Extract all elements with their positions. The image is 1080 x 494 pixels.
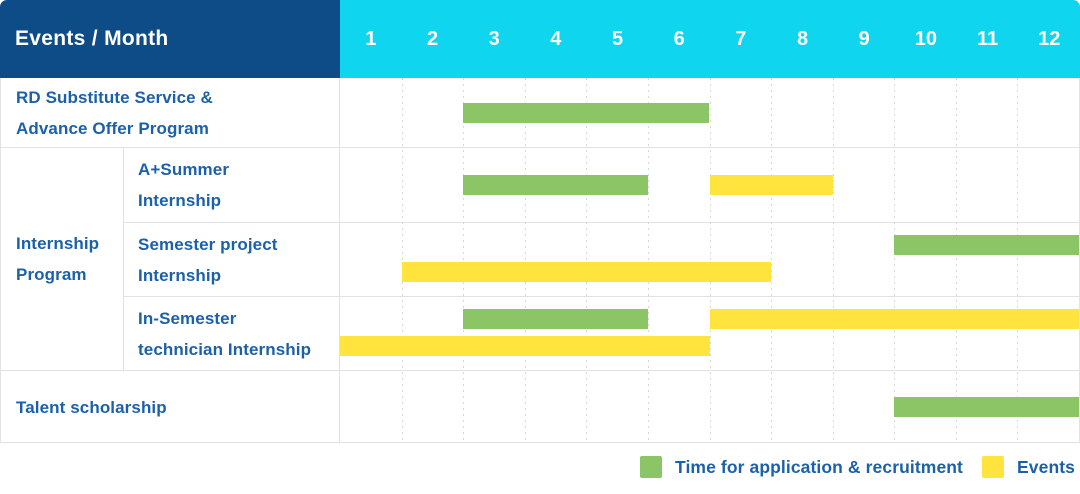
- legend: Time for application & recruitment Event…: [0, 456, 1080, 478]
- month-header-cell: 5: [611, 27, 624, 50]
- gantt-bar-application: [894, 397, 1079, 417]
- month-header-cell: 3: [488, 27, 500, 50]
- group-label-line: Program: [16, 265, 87, 284]
- chart-area-in-semester-technician: [340, 297, 1079, 370]
- gantt-bar-application: [463, 309, 648, 329]
- chart-area-talent-scholarship: [340, 371, 1079, 443]
- row-label-semester-project-internship: Semester project Internship: [124, 223, 340, 296]
- row-label-line: Semester project: [138, 234, 278, 254]
- legend-label-events: Events: [1017, 456, 1075, 477]
- month-header-cell: 6: [673, 27, 685, 50]
- gantt-bar-event: [709, 175, 833, 195]
- gantt-bar-event: [709, 309, 1079, 329]
- table-row: A+Summer Internship: [124, 148, 1079, 222]
- gantt-bar-event: [340, 336, 710, 356]
- month-header-cell: 1: [365, 27, 377, 50]
- chart-area-rd-substitute: [340, 78, 1079, 147]
- gantt-bar-application: [463, 175, 648, 195]
- table-header-row: Events / Month 1 2 3 4 5 6 7 8 9 10 11 1…: [0, 0, 1080, 78]
- row-label-talent-scholarship: Talent scholarship: [1, 371, 340, 443]
- row-label-in-semester-technician-internship: In-Semester technician Internship: [124, 297, 340, 370]
- legend-label-application: Time for application & recruitment: [675, 456, 963, 477]
- month-header-cell: 4: [550, 27, 562, 50]
- gantt-bar-event: [401, 262, 772, 282]
- legend-swatch-events-icon: [982, 456, 1004, 478]
- month-header-strip: 1 2 3 4 5 6 7 8 9 10 11 12: [340, 0, 1080, 78]
- table-row: RD Substitute Service & Advance Offer Pr…: [1, 78, 1079, 148]
- row-label-line: Internship: [138, 265, 222, 285]
- month-header-cell: 8: [796, 27, 809, 50]
- gantt-bar-application: [463, 102, 710, 123]
- row-label-line: RD Substitute Service &: [16, 87, 213, 107]
- row-label-line: Talent scholarship: [16, 397, 167, 417]
- legend-swatch-application-icon: [640, 456, 662, 478]
- table-row: Talent scholarship: [1, 371, 1079, 443]
- row-label-line: Advance Offer Program: [16, 118, 209, 138]
- group-label-internship-program: Internship Program: [1, 148, 124, 370]
- internship-subrows: A+Summer Internship Semester project Int…: [124, 148, 1079, 370]
- month-header-cell: 10: [914, 27, 937, 50]
- row-label-a-summer-internship: A+Summer Internship: [124, 148, 340, 222]
- row-group-internship-program: Internship Program A+Summer Internship S…: [1, 148, 1079, 371]
- row-label-line: A+Summer: [138, 160, 230, 179]
- table-row: In-Semester technician Internship: [124, 296, 1079, 370]
- gantt-bar-application: [894, 235, 1079, 255]
- month-header-cell: 7: [735, 27, 747, 50]
- row-label-line: technician Internship: [138, 339, 312, 359]
- chart-area-semester-project: [340, 223, 1079, 296]
- header-events-month: Events / Month: [0, 0, 340, 78]
- month-header-cell: 12: [1038, 27, 1061, 50]
- month-header-cell: 11: [976, 27, 999, 50]
- month-header-cell: 9: [858, 27, 870, 50]
- table-row: Semester project Internship: [124, 222, 1079, 296]
- row-label-line: Internship: [138, 191, 222, 210]
- row-label-rd-substitute: RD Substitute Service & Advance Offer Pr…: [1, 78, 340, 147]
- table-body: RD Substitute Service & Advance Offer Pr…: [0, 78, 1080, 443]
- group-label-line: Internship: [16, 234, 100, 253]
- month-header-cell: 2: [426, 27, 439, 50]
- row-label-line: In-Semester: [138, 308, 237, 328]
- chart-area-a-summer: [340, 148, 1079, 222]
